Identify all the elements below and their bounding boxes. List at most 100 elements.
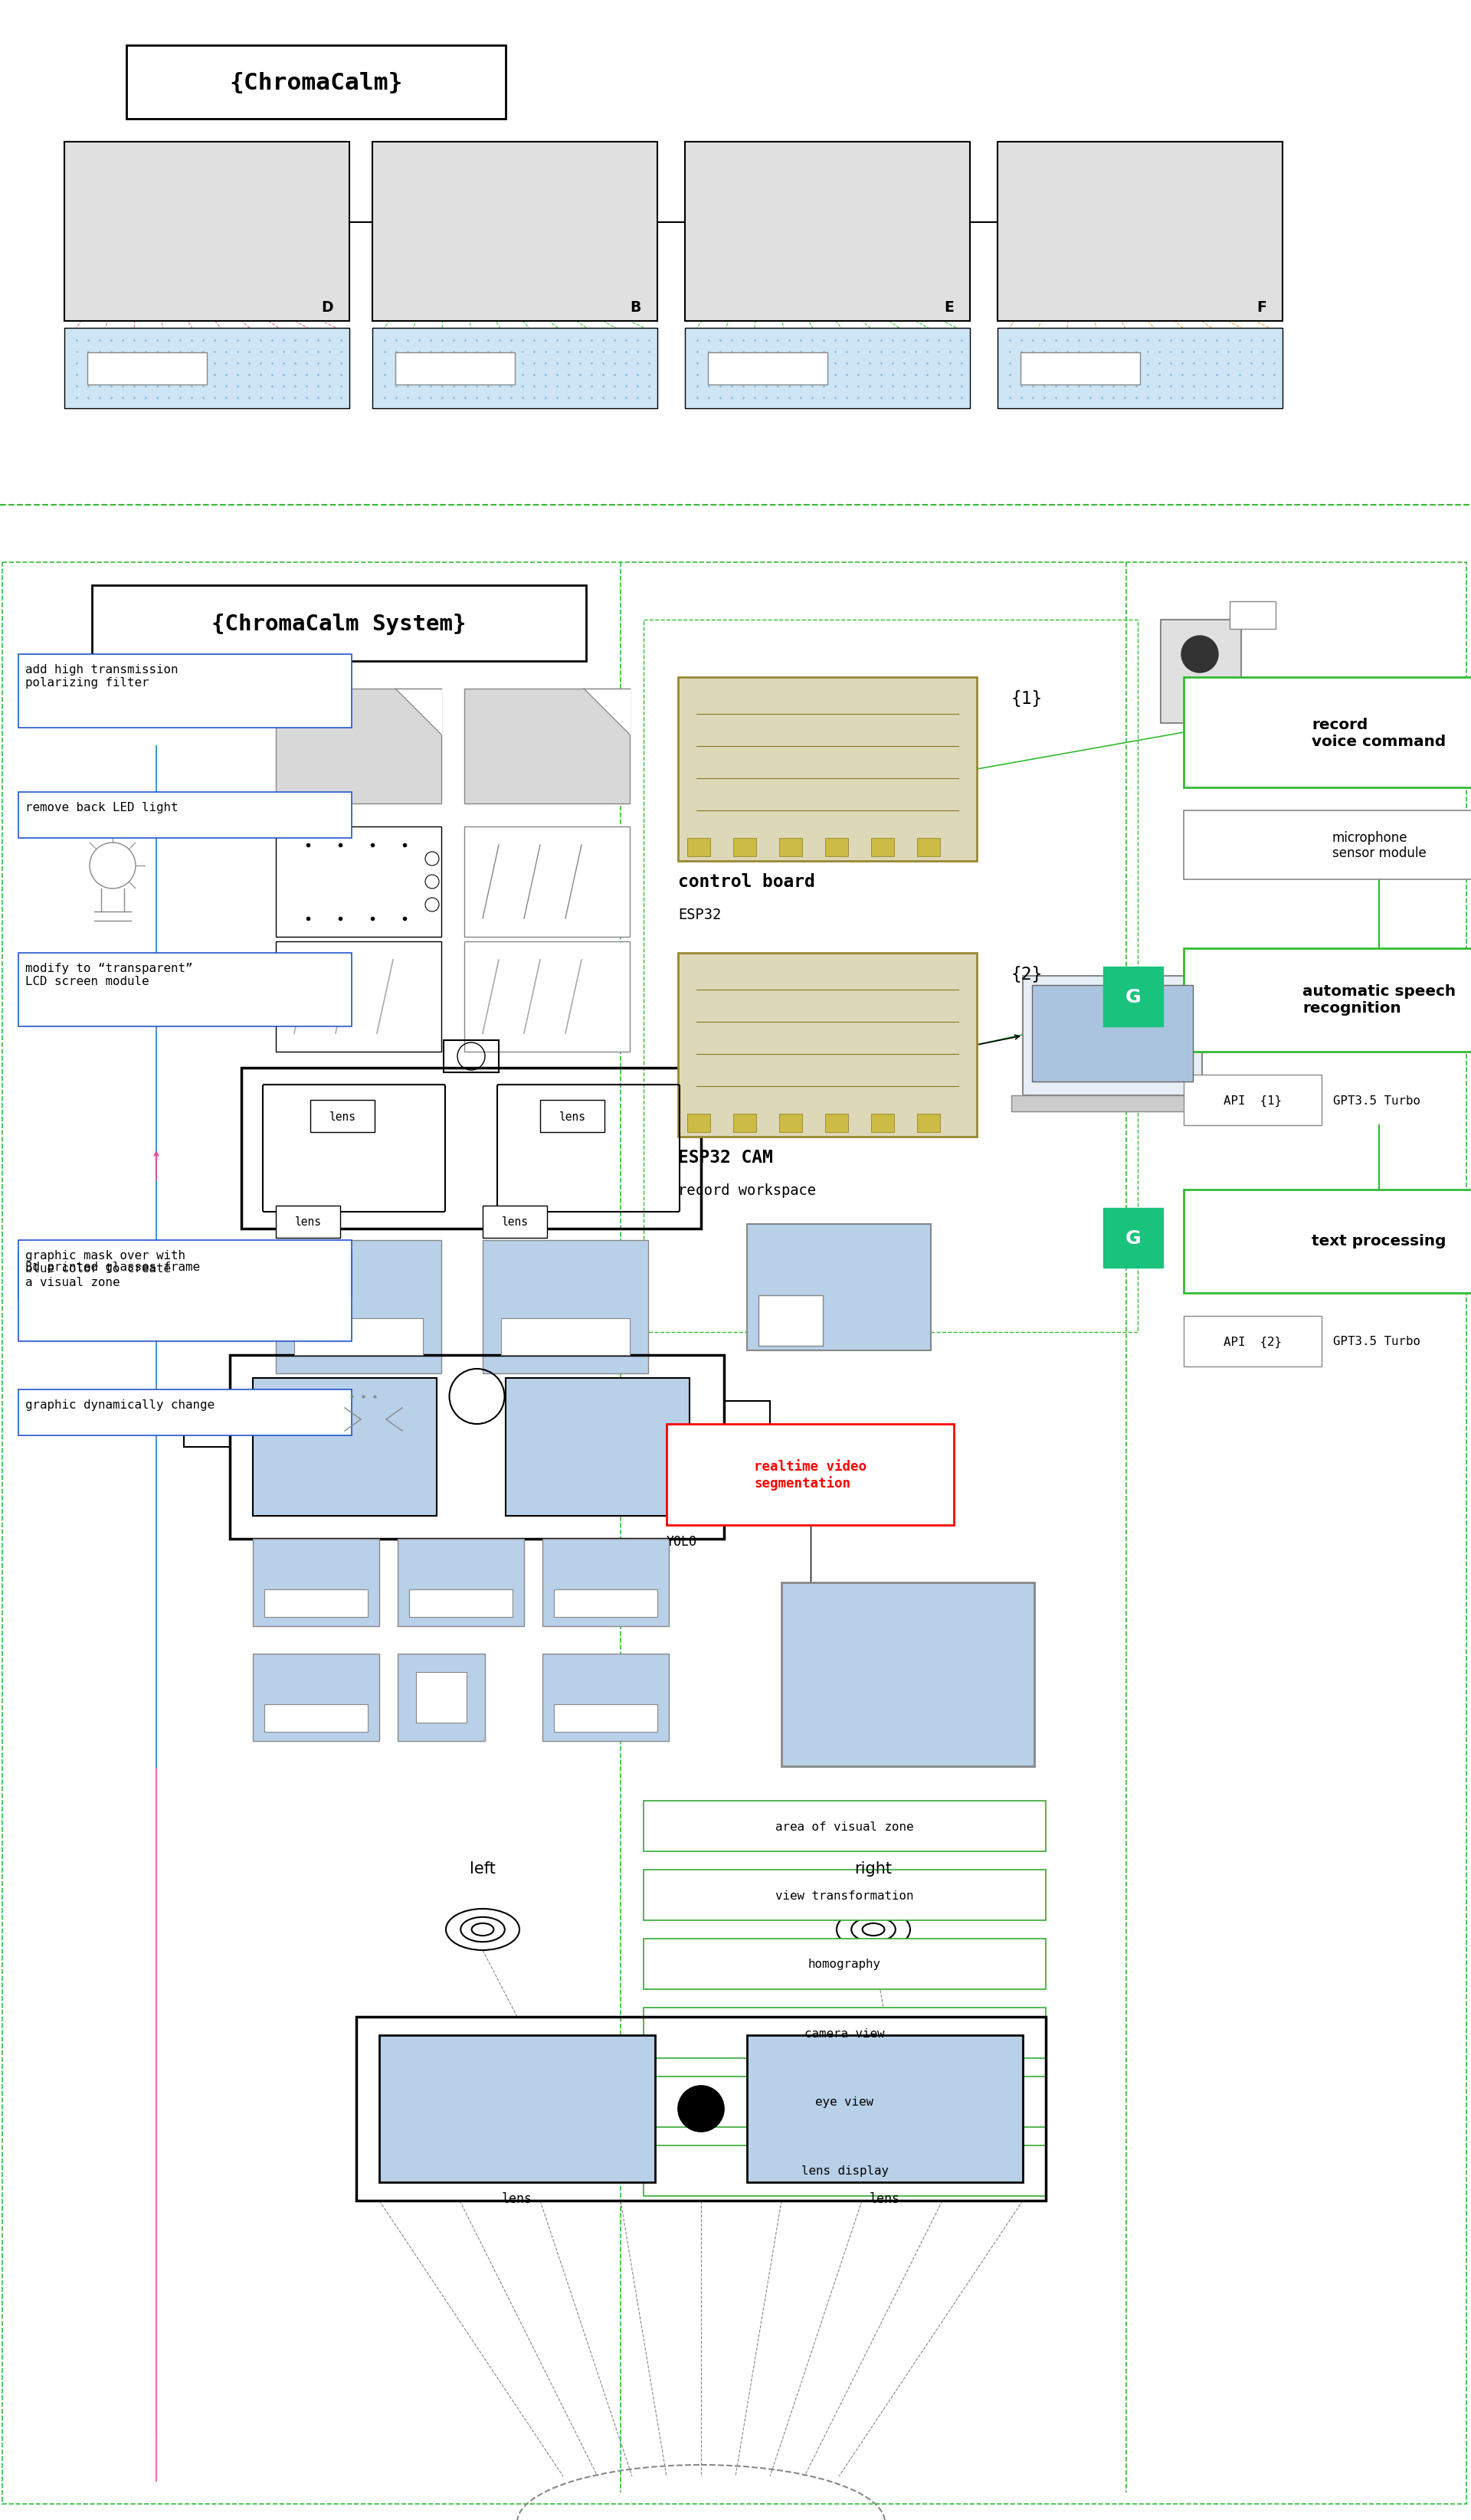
Text: D: D (321, 300, 334, 315)
FancyBboxPatch shape (644, 2008, 1046, 2059)
Text: G: G (1125, 988, 1141, 1005)
FancyBboxPatch shape (1184, 811, 1471, 879)
FancyBboxPatch shape (678, 953, 977, 1137)
Text: lens: lens (502, 1217, 528, 1227)
FancyBboxPatch shape (871, 839, 894, 857)
FancyBboxPatch shape (127, 45, 506, 118)
FancyBboxPatch shape (91, 585, 585, 663)
FancyBboxPatch shape (871, 1114, 894, 1131)
FancyBboxPatch shape (506, 1378, 690, 1517)
Text: graphic dynamically change: graphic dynamically change (25, 1399, 215, 1411)
Text: control board: control board (678, 872, 815, 890)
FancyBboxPatch shape (780, 839, 802, 857)
Text: microphone
sensor module: microphone sensor module (1333, 832, 1425, 859)
FancyBboxPatch shape (65, 144, 350, 323)
FancyBboxPatch shape (502, 1318, 630, 1356)
Text: API  {1}: API {1} (1224, 1094, 1281, 1106)
FancyBboxPatch shape (253, 1540, 380, 1625)
Text: lens: lens (502, 2192, 533, 2205)
FancyBboxPatch shape (678, 678, 977, 862)
Text: realtime video
segmentation: realtime video segmentation (753, 1459, 866, 1489)
Text: B: B (630, 300, 641, 315)
Text: add high transmission
polarizing filter: add high transmission polarizing filter (25, 663, 178, 688)
FancyBboxPatch shape (277, 1240, 441, 1373)
Text: area of visual zone: area of visual zone (775, 1819, 913, 1832)
FancyBboxPatch shape (277, 827, 441, 937)
FancyBboxPatch shape (253, 1378, 437, 1517)
FancyBboxPatch shape (265, 1590, 368, 1618)
FancyBboxPatch shape (1184, 1189, 1471, 1293)
FancyBboxPatch shape (1103, 1207, 1164, 1268)
FancyBboxPatch shape (465, 942, 630, 1053)
FancyBboxPatch shape (780, 1114, 802, 1131)
FancyBboxPatch shape (18, 655, 352, 728)
FancyBboxPatch shape (733, 839, 756, 857)
FancyBboxPatch shape (277, 688, 441, 804)
FancyBboxPatch shape (733, 1114, 756, 1131)
Text: {2}: {2} (1012, 965, 1043, 983)
Text: modify to “transparent”
LCD screen module: modify to “transparent” LCD screen modul… (25, 963, 193, 988)
FancyBboxPatch shape (825, 1114, 849, 1131)
FancyBboxPatch shape (708, 353, 827, 386)
FancyBboxPatch shape (465, 688, 630, 804)
FancyBboxPatch shape (687, 1114, 710, 1131)
FancyBboxPatch shape (1184, 1076, 1321, 1126)
FancyBboxPatch shape (916, 1114, 940, 1131)
Text: ESP32: ESP32 (678, 907, 721, 922)
FancyBboxPatch shape (644, 1938, 1046, 1988)
Text: lens: lens (330, 1111, 356, 1121)
FancyBboxPatch shape (397, 1653, 485, 1741)
FancyBboxPatch shape (18, 953, 352, 1026)
Text: remove back LED light: remove back LED light (25, 801, 178, 814)
Text: camera view: camera view (805, 2026, 884, 2039)
Text: eye view: eye view (815, 2097, 874, 2107)
FancyBboxPatch shape (543, 1540, 669, 1625)
Text: {1}: {1} (1012, 688, 1043, 706)
FancyBboxPatch shape (685, 144, 969, 323)
Text: GPT3.5 Turbo: GPT3.5 Turbo (1333, 1336, 1421, 1348)
FancyBboxPatch shape (372, 144, 658, 323)
Text: API  {2}: API {2} (1224, 1336, 1281, 1348)
FancyBboxPatch shape (265, 1704, 368, 1731)
FancyBboxPatch shape (825, 839, 849, 857)
FancyBboxPatch shape (543, 1653, 669, 1741)
FancyBboxPatch shape (555, 1704, 658, 1731)
FancyBboxPatch shape (1184, 678, 1471, 789)
Text: {ChromaCalm System}: {ChromaCalm System} (212, 612, 466, 635)
FancyBboxPatch shape (1184, 948, 1471, 1053)
FancyBboxPatch shape (396, 353, 515, 386)
FancyBboxPatch shape (18, 1252, 352, 1298)
FancyBboxPatch shape (997, 144, 1283, 323)
Text: E: E (944, 300, 953, 315)
FancyBboxPatch shape (334, 1391, 413, 1449)
FancyBboxPatch shape (277, 1207, 340, 1237)
Polygon shape (396, 688, 441, 736)
Text: G: G (1125, 1230, 1141, 1247)
Polygon shape (584, 688, 630, 736)
Text: lens: lens (294, 1217, 321, 1227)
Text: lens display: lens display (802, 2165, 888, 2177)
Text: lens: lens (869, 2192, 900, 2205)
Text: right: right (855, 1860, 893, 1875)
FancyBboxPatch shape (482, 1240, 649, 1373)
FancyBboxPatch shape (18, 1240, 352, 1341)
FancyBboxPatch shape (87, 353, 207, 386)
FancyBboxPatch shape (781, 1583, 1034, 1767)
Text: text processing: text processing (1312, 1232, 1446, 1247)
FancyBboxPatch shape (18, 1391, 352, 1436)
Text: GPT3.5 Turbo: GPT3.5 Turbo (1333, 1094, 1421, 1106)
FancyBboxPatch shape (916, 839, 940, 857)
Text: record
voice command: record voice command (1312, 718, 1446, 748)
Text: homography: homography (808, 1958, 881, 1971)
FancyBboxPatch shape (666, 1424, 953, 1525)
FancyBboxPatch shape (277, 942, 441, 1053)
FancyBboxPatch shape (310, 1101, 375, 1131)
FancyBboxPatch shape (1022, 975, 1202, 1096)
Text: left: left (469, 1860, 496, 1875)
FancyBboxPatch shape (644, 2076, 1046, 2127)
Text: 3d printed glasses frame: 3d printed glasses frame (25, 1260, 200, 1273)
Text: view transformation: view transformation (775, 1890, 913, 1900)
Text: F: F (1256, 300, 1267, 315)
Text: record workspace: record workspace (678, 1182, 816, 1197)
FancyBboxPatch shape (409, 1590, 512, 1618)
